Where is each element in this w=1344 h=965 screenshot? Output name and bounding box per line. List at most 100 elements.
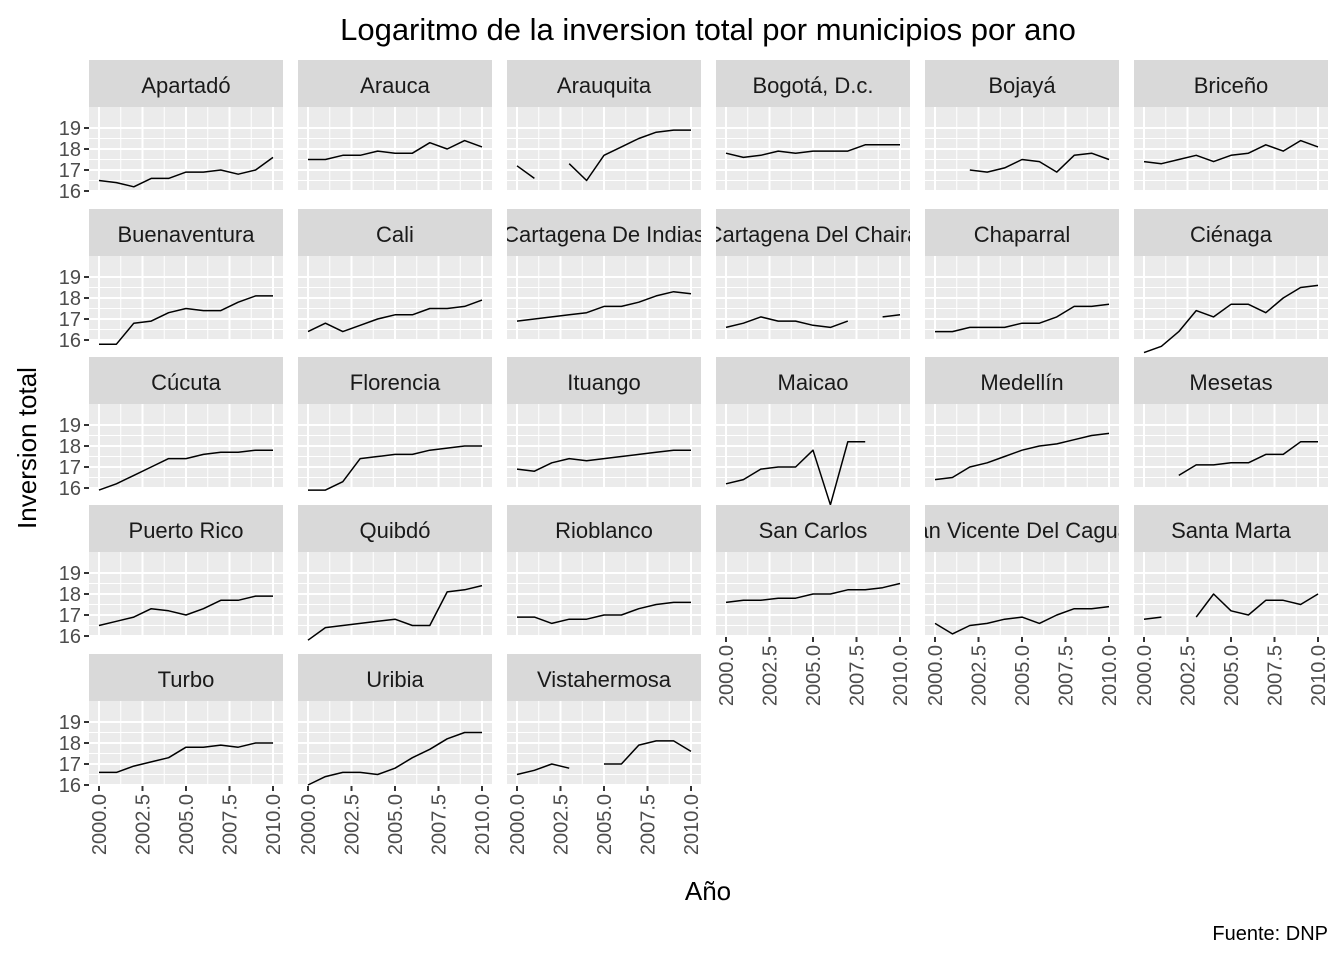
facet-strip-label: Arauca [360,73,430,98]
x-tick-label: 2000.0 [925,645,947,706]
facet-panel-vistahermosa: Vistahermosa 2000.0 2002.5 2005.0 2007.5 2010… [507,654,703,855]
facet-panel-quibdo: Quibdó [298,505,492,641]
series-line-santa-marta [1143,593,1319,620]
facet-panel-florencia: Florencia [298,357,492,491]
facet-strip [507,209,701,256]
facet-strip-label: Cúcuta [151,370,221,395]
y-tick-label: 16 [59,626,81,648]
x-tick-label: 2002.5 [760,645,782,706]
x-tick-label: 2000.0 [507,794,529,855]
y-tick-label: 16 [59,775,81,797]
facet-strip-label: Quibdó [360,518,431,543]
y-tick-label: 16 [59,330,81,352]
facet-panel-cartagena-de-indias: Cartagena De Indias [503,209,705,341]
x-tick-label: 2007.5 [847,645,869,706]
series-line-chaparral [935,303,1110,333]
x-tick-label: 2010.0 [263,794,285,855]
x-tick-label: 2005.0 [803,645,825,706]
facet-strip [507,505,701,552]
x-tick-label: 2002.5 [969,645,991,706]
facet-strip-label: Cartagena De Indias [503,222,705,247]
x-axis-title: Año [685,876,731,906]
x-tick-label: 2005.0 [594,794,616,855]
facet-strip-label: Ituango [567,370,640,395]
facet-strip-label: Cartagena Del Chaira [707,222,921,247]
x-tick-label: 2000.0 [89,794,111,855]
series-line-apartado [98,156,274,188]
facet-strip-label: Mesetas [1189,370,1272,395]
facet-strip-label: Vistahermosa [537,667,672,692]
series-line-quibdo [307,584,483,641]
facet-strip [298,654,492,701]
facet-strip [925,60,1119,107]
facet-strip [925,505,1119,552]
series-line-florencia [308,445,482,491]
facet-strip-label: Maicao [778,370,849,395]
facet-panel-san-vicente-del-caguan: San Vicente Del Caguán 2000.0 2002.5 2005.0… [925,505,1121,706]
series-line-bojaya [969,152,1110,173]
facet-strip-label: Cali [376,222,414,247]
x-tick-label: 2005.0 [385,794,407,855]
facet-strip-label: Ciénaga [1190,222,1273,247]
series-line-ituango [516,449,691,472]
x-tick-label: 2010.0 [1308,645,1330,706]
facet-strip [507,60,701,107]
x-tick-label: 2007.5 [429,794,451,855]
series-line-san-carlos [725,582,901,604]
facet-strip [1134,209,1328,256]
y-tick-label: 18 [59,288,81,310]
facet-strip [298,60,492,107]
x-tick-label: 2002.5 [133,794,155,855]
y-tick-label: 19 [59,118,81,140]
series-line-uribia [307,731,482,786]
series-line-medellin [934,432,1110,481]
x-tick-label: 2005.0 [176,794,198,855]
series-line-arauca [308,139,483,161]
facet-strip [1134,60,1328,107]
facet-strip [507,654,701,701]
x-tick-label: 2002.5 [551,794,573,855]
facet-panel-uribia: Uribia 2000.0 2002.5 2005.0 2007.5 2010.0 [298,654,494,855]
series-line-briceno [1143,139,1319,165]
series-line-bogota-d-c [725,144,900,159]
facet-panel-bogota-d-c: Bogotá, D.c. [716,60,910,192]
facet-panel-rioblanco: Rioblanco [507,505,701,637]
y-tick-label: 19 [59,267,81,289]
x-tick-label: 2007.5 [1056,645,1078,706]
y-axis-title: Inversion total [12,367,42,529]
y-tick-label: 17 [59,605,81,627]
facet-panel-ituango: Ituango [507,357,701,489]
y-tick-label: 17 [59,457,81,479]
facet-strip [298,505,492,552]
facet-strip [716,505,910,552]
facet-strip-label: San Carlos [759,518,868,543]
facet-panel-medellin: Medellín [925,357,1119,489]
x-tick-label: 2007.5 [220,794,242,855]
facet-strip [89,505,283,552]
facet-panel-cali: Cali [298,209,492,341]
facet-strip [1134,505,1328,552]
series-line-puerto-rico [98,595,273,627]
facet-strip [89,654,283,701]
x-tick-label: 2010.0 [890,645,912,706]
x-tick-label: 2010.0 [681,794,703,855]
x-tick-label: 2005.0 [1012,645,1034,706]
facet-strip-label: Medellín [980,370,1063,395]
facet-strip [89,357,283,404]
facet-strip-label: Uribia [366,667,424,692]
x-tick-label: 2000.0 [1134,645,1156,706]
facet-panel-santa-marta: Santa Marta 2000.0 2002.5 2005.0 2007.5 2010.… [1134,505,1330,706]
caption-source: Fuente: DNP [1212,923,1328,945]
facet-strip [925,209,1119,256]
facet-strip-label: Bojayá [988,73,1056,98]
series-line-cali [307,299,483,333]
y-tick-label: 19 [59,712,81,734]
facet-panel-chaparral: Chaparral [925,209,1119,341]
series-line-cartagena-del-chaira [725,314,901,329]
